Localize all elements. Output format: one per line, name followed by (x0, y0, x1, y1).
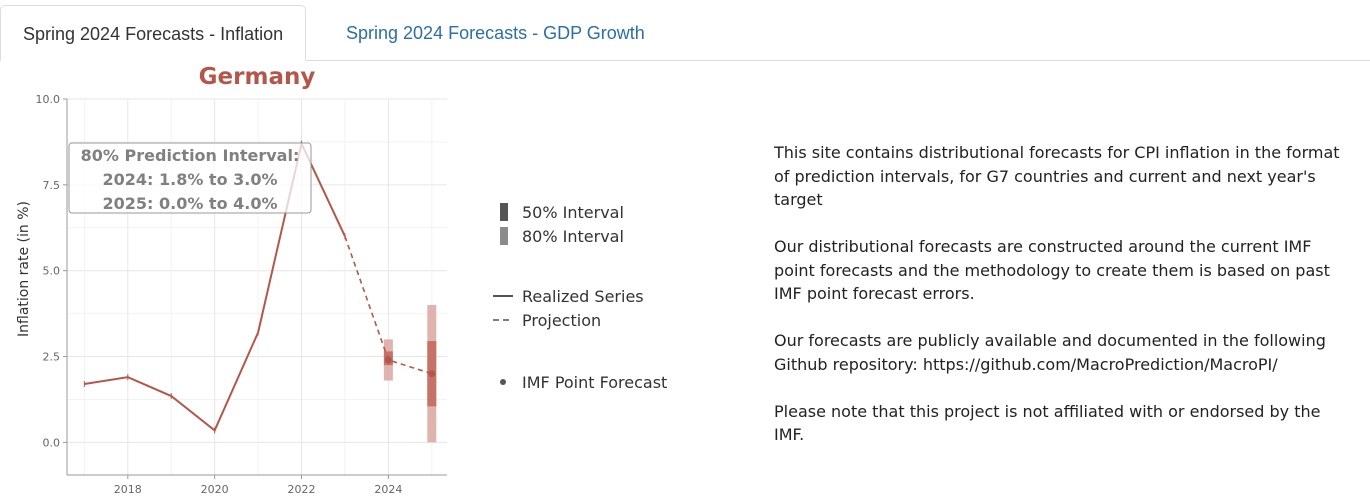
tab-inflation[interactable]: Spring 2024 Forecasts - Inflation (0, 5, 307, 61)
legend-label-realized: Realized Series (522, 287, 644, 306)
legend-label-projection: Projection (522, 311, 601, 330)
legend-swatch-50 (500, 203, 508, 221)
y-tick-label: 7.5 (43, 179, 61, 192)
chart-axes: 0.0 2.5 5.0 7.5 10.0 2018 2020 2022 2024 (36, 93, 447, 496)
chart-points (384, 356, 436, 378)
legend-label-imf: IMF Point Forecast (522, 373, 667, 392)
description-paragraph: This site contains distributional foreca… (774, 143, 1340, 209)
inflation-chart: 0.0 2.5 5.0 7.5 10.0 2018 2020 2022 2024 Germany… (16, 64, 667, 496)
x-tick-label: 2024 (374, 483, 402, 496)
x-tick-label: 2020 (201, 483, 229, 496)
description-paragraph: Please note that this project is not aff… (774, 401, 1321, 445)
legend-swatch-imf (500, 379, 506, 385)
legend-label-50: 50% Interval (522, 203, 624, 222)
description-paragraph: Our distributional forecasts are constru… (774, 237, 1330, 303)
y-axis-label: Inflation rate (in %) (16, 201, 32, 337)
y-tick-label: 10.0 (36, 93, 61, 106)
y-tick-label: 5.0 (43, 265, 61, 278)
annotation-box (68, 142, 312, 214)
legend-label-80: 80% Interval (522, 227, 624, 246)
tab-divider (0, 60, 1370, 61)
annotation-line: 2024: 1.8% to 3.0% (102, 170, 277, 189)
chart-legend: 50% Interval 80% Interval Realized Series P… (493, 203, 667, 392)
imf-point-forecast (384, 356, 392, 364)
x-tick-label: 2022 (288, 483, 316, 496)
y-tick-label: 0.0 (43, 436, 61, 449)
imf-point-forecast (428, 370, 436, 378)
x-tick-label: 2018 (114, 483, 142, 496)
legend-swatch-80 (500, 227, 508, 245)
annotation-line: 80% Prediction Interval: (81, 146, 300, 165)
site-description: This site contains distributional foreca… (774, 141, 1354, 470)
prediction-interval-annotation: 80% Prediction Interval: 2024: 1.8% to 3.… (68, 142, 312, 214)
description-paragraph: Our forecasts are publicly available and… (774, 331, 1326, 374)
tab-bar: Spring 2024 Forecasts - Inflation Spring… (0, 0, 1370, 61)
annotation-line: 2025: 0.0% to 4.0% (102, 194, 277, 213)
y-tick-label: 2.5 (43, 351, 61, 364)
tab-gdp-growth[interactable]: Spring 2024 Forecasts - GDP Growth (346, 23, 645, 43)
chart-title: Germany (199, 64, 316, 90)
